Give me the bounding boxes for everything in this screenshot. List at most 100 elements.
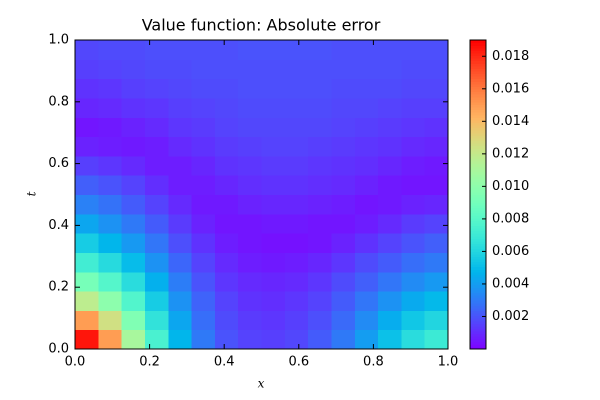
heatmap-cell: [191, 136, 216, 157]
heatmap-cell: [331, 117, 356, 138]
heatmap-cell: [354, 78, 379, 99]
heatmap-cell: [214, 310, 239, 331]
heatmap-cell: [191, 252, 216, 273]
heatmap-cell: [144, 310, 169, 331]
heatmap-cell: [261, 310, 286, 331]
heatmap-cell: [354, 155, 379, 176]
heatmap-cell: [308, 59, 332, 80]
colorbar-step: [470, 279, 486, 283]
colorbar-step: [470, 220, 486, 224]
heatmap-cell: [308, 175, 332, 195]
colorbar-step: [470, 161, 486, 165]
heatmap-cell: [331, 155, 356, 176]
heatmap-cell: [261, 136, 286, 157]
colorbar-step: [470, 96, 486, 100]
heatmap-cell: [354, 175, 379, 195]
heatmap-cell: [308, 117, 332, 138]
heatmap-cell: [378, 97, 402, 118]
colorbar-step: [470, 143, 486, 147]
heatmap-cell: [144, 117, 169, 138]
y-axis-label: t: [25, 191, 39, 196]
heatmap-cell: [121, 329, 146, 350]
x-tick-label: 0.6: [288, 355, 309, 370]
heatmap-cell: [378, 271, 402, 292]
heatmap-cell: [168, 271, 193, 292]
heatmap-cell: [121, 194, 146, 215]
heatmap-cell: [401, 310, 426, 331]
heatmap-cell: [354, 271, 379, 292]
heatmap-cell: [331, 136, 356, 157]
heatmap-cell: [238, 155, 262, 176]
colorbar-step: [470, 47, 486, 51]
heatmap-cell: [98, 329, 123, 350]
heatmap-cell: [424, 59, 449, 80]
colorbar-step: [470, 209, 486, 214]
heatmap-cell: [261, 40, 286, 60]
heatmap-cell: [98, 136, 123, 157]
heatmap-cell: [354, 329, 379, 350]
heatmap-cell: [354, 310, 379, 331]
heatmap-cell: [75, 310, 99, 331]
heatmap-cell: [308, 310, 332, 331]
heatmap-cell: [378, 329, 402, 350]
colorbar-step: [470, 117, 486, 121]
heatmap-cell: [284, 117, 309, 138]
heatmap-cell: [238, 175, 262, 195]
heatmap-cell: [331, 40, 356, 60]
heatmap-cell: [354, 213, 379, 234]
heatmap-cell: [238, 194, 262, 215]
colorbar-step: [470, 73, 486, 77]
colorbar-step: [470, 45, 486, 49]
heatmap-cell: [191, 97, 216, 118]
colorbar-frame: [469, 39, 487, 350]
heatmap-cell: [401, 194, 426, 215]
heatmap-cell: [378, 194, 402, 215]
colorbar-step: [470, 235, 486, 239]
heatmap-cell: [214, 329, 239, 350]
heatmap-cell: [191, 213, 216, 234]
colorbar-step: [470, 266, 486, 270]
colorbar-step: [470, 325, 486, 329]
colorbar-step: [470, 197, 486, 201]
colorbar-step: [470, 109, 486, 113]
heatmap-cell: [308, 271, 332, 292]
heatmap-cell: [378, 310, 402, 331]
heatmap-cell: [354, 291, 379, 311]
heatmap-cell: [121, 175, 146, 195]
heatmap-cell: [168, 155, 193, 176]
heatmap-cell: [424, 155, 449, 176]
heatmap-cell: [214, 40, 239, 60]
heatmap-cell: [284, 291, 309, 311]
heatmap-cell: [168, 175, 193, 195]
colorbar-step: [470, 171, 486, 175]
heatmap-cell: [331, 252, 356, 273]
heatmap-cell: [75, 78, 99, 99]
heatmap-cell: [378, 40, 402, 60]
heatmap-cell: [284, 194, 309, 215]
heatmap-cell: [284, 136, 309, 157]
heatmap-cell: [424, 310, 449, 331]
colorbar-step: [470, 230, 486, 234]
heatmap-cell: [284, 97, 309, 118]
heatmap-cell: [214, 59, 239, 80]
chart-title: Value function: Absolute error: [142, 16, 381, 35]
heatmap-cell: [261, 291, 286, 311]
heatmap-cell: [424, 136, 449, 157]
colorbar-step: [470, 114, 486, 118]
heatmap-cell: [75, 155, 99, 176]
heatmap-cell: [354, 59, 379, 80]
heatmap-cell: [75, 329, 99, 350]
heatmap-cell: [144, 213, 169, 234]
colorbar-step: [470, 135, 486, 139]
colorbar-step: [470, 248, 486, 252]
heatmap-cell: [261, 117, 286, 138]
colorbar-step: [470, 176, 486, 180]
y-tick-label: 0.4: [48, 218, 69, 233]
heatmap-cell: [401, 213, 426, 234]
heatmap-cell: [191, 271, 216, 292]
heatmap-cell: [75, 59, 99, 80]
heatmap-cell: [261, 233, 286, 253]
x-axis-label: x: [258, 377, 265, 391]
heatmap-cell: [378, 252, 402, 273]
heatmap-cell: [401, 271, 426, 292]
